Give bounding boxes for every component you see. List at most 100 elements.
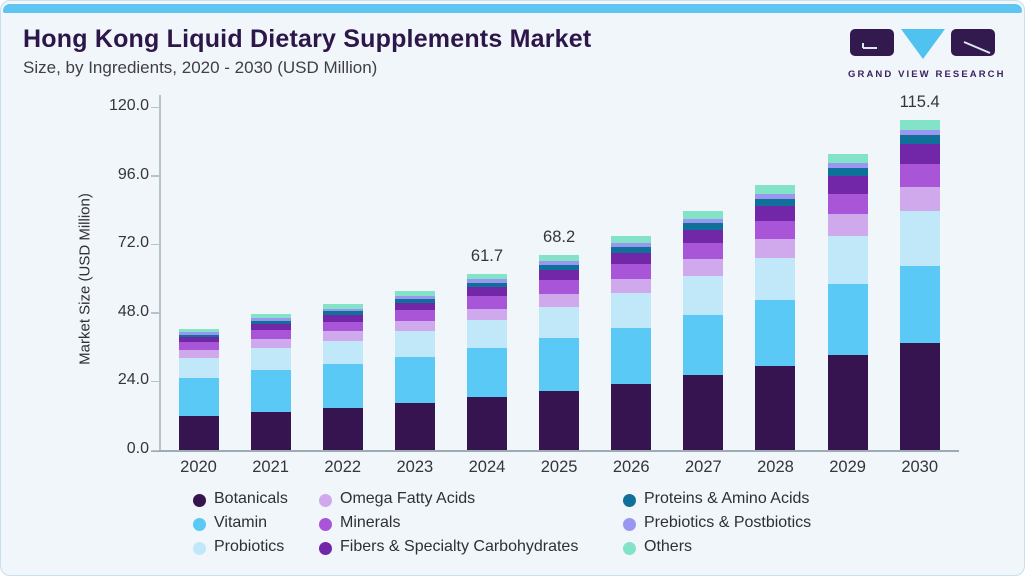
bar-segment — [899, 265, 940, 344]
bar — [466, 273, 507, 450]
legend-label: Probiotics — [214, 538, 285, 555]
bar-segment — [394, 302, 435, 311]
bar-segment — [827, 153, 868, 163]
legend-swatch — [319, 517, 332, 531]
bar-segment — [827, 193, 868, 215]
x-axis-label: 2023 — [396, 458, 434, 476]
bar-segment — [899, 164, 940, 187]
bar-segment — [755, 206, 796, 222]
bar-segment — [250, 370, 291, 412]
bar-segment — [322, 304, 363, 309]
legend-swatch — [193, 493, 206, 507]
bar-segment — [755, 257, 796, 300]
legend-label: Minerals — [340, 514, 401, 531]
bar-segment — [827, 235, 868, 285]
bar-segment — [178, 350, 219, 359]
legend-swatch — [193, 517, 206, 531]
bar-segment — [322, 311, 363, 316]
bar-segment — [178, 415, 219, 450]
bar-segment — [827, 355, 868, 450]
gvr-logo: GRAND VIEW RESEARCH — [848, 27, 1006, 80]
bar-segment — [250, 339, 291, 348]
bar-segment — [755, 198, 796, 207]
bar — [899, 120, 940, 450]
bar-segment — [899, 186, 940, 211]
bar-segment — [466, 319, 507, 348]
bar-segment — [683, 275, 724, 315]
bar — [178, 328, 219, 450]
bar-segment — [899, 144, 940, 165]
page-subtitle: Size, by Ingredients, 2020 - 2030 (USD M… — [23, 58, 378, 77]
y-tick-label: 96.0 — [117, 165, 149, 183]
y-tick-mark — [151, 106, 159, 108]
bar — [683, 211, 724, 450]
bar-segment — [827, 163, 868, 168]
bar-total-label: 61.7 — [470, 246, 504, 265]
bar-segment — [466, 273, 507, 280]
y-tick-mark — [151, 449, 159, 451]
legend-label: Prebiotics & Postbiotics — [644, 514, 812, 531]
x-axis-label: 2026 — [612, 458, 650, 476]
bar-segment — [683, 229, 724, 244]
bar-segment — [394, 321, 435, 332]
bar-segment — [683, 223, 724, 230]
y-tick-label: 0.0 — [126, 440, 149, 457]
bar — [611, 235, 652, 450]
bar-segment — [611, 243, 652, 248]
bar-segment — [466, 296, 507, 309]
bar-segment — [683, 243, 724, 260]
bar-segment — [250, 324, 291, 330]
bar-segment — [899, 120, 940, 130]
bar-segment — [755, 239, 796, 258]
bar-segment — [539, 265, 580, 271]
gvr-logo-text: GRAND VIEW RESEARCH — [848, 69, 1006, 80]
bar-segment — [322, 340, 363, 365]
x-axis-label: 2024 — [468, 458, 506, 476]
bar-segment — [827, 167, 868, 177]
bar-segment — [611, 264, 652, 279]
legend-swatch — [319, 541, 332, 555]
bar-segment — [466, 396, 507, 450]
bar-segment — [539, 261, 580, 266]
top-accent-bar — [3, 4, 1022, 13]
bar-segment — [322, 321, 363, 332]
bar-segment — [178, 342, 219, 351]
bar-segment — [394, 402, 435, 450]
bar-segment — [178, 331, 219, 335]
bar-segment — [322, 315, 363, 322]
bar-segment — [611, 327, 652, 384]
chart-header: Hong Kong Liquid Dietary Supplements Mar… — [23, 25, 591, 78]
bar-segment — [899, 134, 940, 145]
x-axis-label: 2028 — [757, 458, 794, 476]
bar-segment — [539, 391, 580, 450]
y-axis-line — [159, 95, 161, 450]
gvr-logo-icon — [850, 29, 995, 59]
legend-label: Omega Fatty Acids — [340, 490, 476, 507]
y-tick-mark — [151, 312, 159, 314]
bar-segment — [178, 328, 219, 332]
bar-segment — [394, 331, 435, 358]
bar-segment — [250, 314, 291, 319]
bar — [250, 314, 291, 450]
bar-segment — [755, 194, 796, 199]
bar-segment — [539, 280, 580, 294]
bar — [394, 290, 435, 450]
bar-segment — [683, 314, 724, 376]
y-tick-mark — [151, 243, 159, 246]
bar-segment — [322, 364, 363, 408]
bar-segment — [539, 255, 580, 262]
legend-label: Vitamin — [214, 514, 268, 531]
y-tick-mark — [151, 380, 159, 383]
bar-segment — [827, 284, 868, 356]
x-axis-label: 2025 — [540, 458, 578, 476]
bar-total-label: 115.4 — [899, 93, 940, 112]
bar-segment — [899, 210, 940, 266]
bar-segment — [755, 185, 796, 195]
page-title: Hong Kong Liquid Dietary Supplements Mar… — [23, 25, 592, 53]
bar-segment — [827, 176, 868, 194]
x-axis-label: 2029 — [829, 458, 866, 476]
y-tick-mark — [151, 175, 159, 177]
bar-segment — [539, 338, 580, 392]
bar-segment — [755, 299, 796, 366]
